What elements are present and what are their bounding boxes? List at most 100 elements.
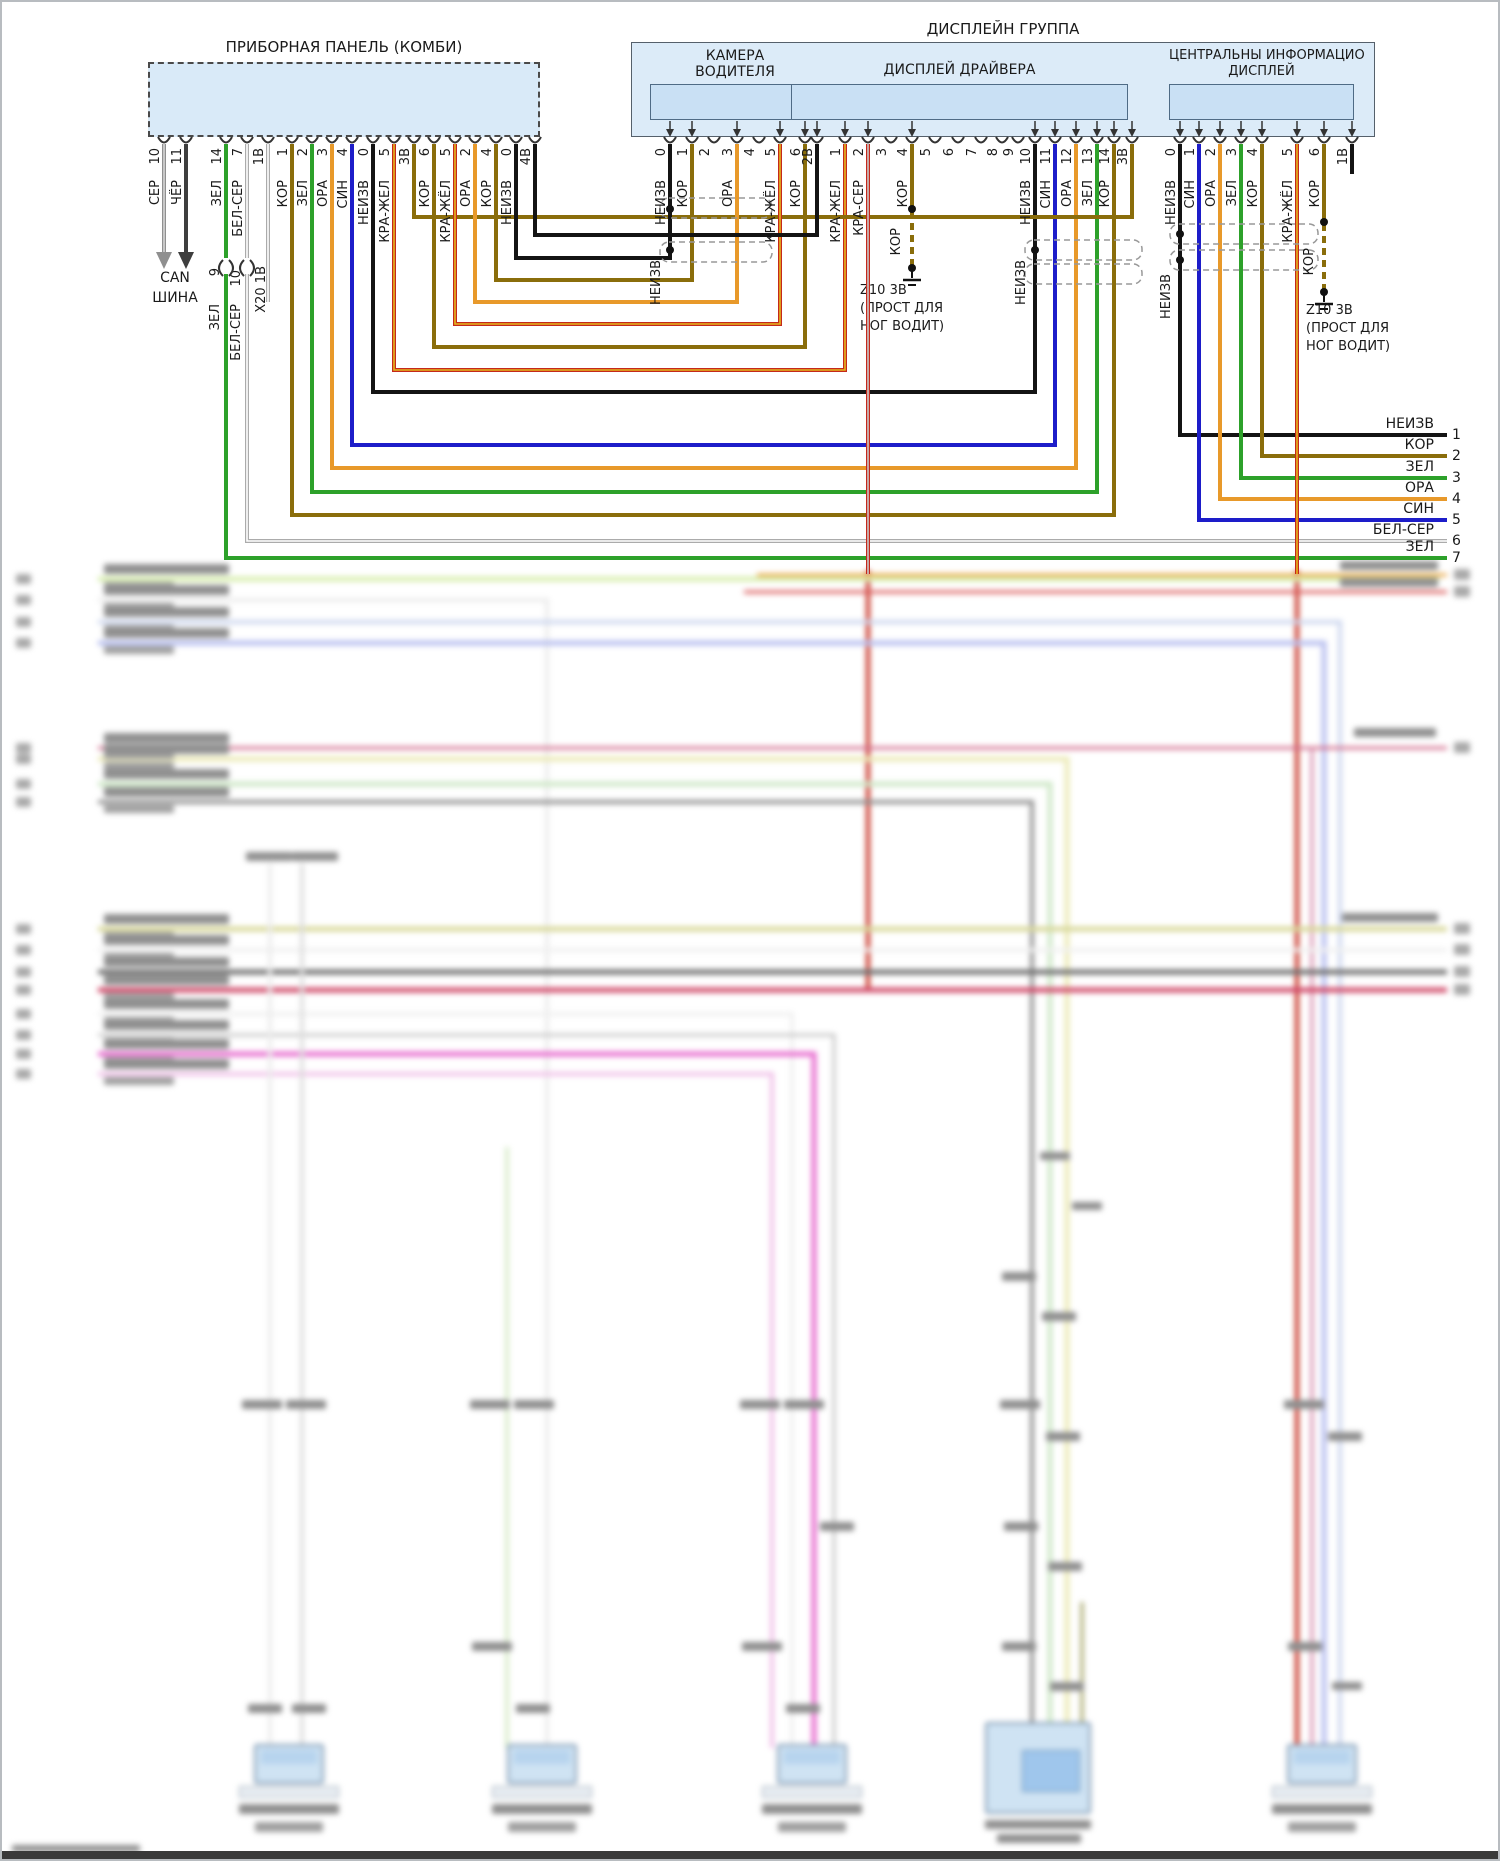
connector-inner [1294,1750,1350,1764]
connector-caption-chip [1288,1822,1356,1832]
exit-wire-label: БЕЛ-СЕР [1372,522,1434,538]
blurred-label-chip [1042,1312,1076,1321]
pin-number: 3В [1116,148,1131,166]
blurred-label-chip [12,1845,140,1852]
row-number-chip [16,743,31,753]
blurred-label-chip [1072,1202,1102,1210]
pin-color-label: ОРА [1060,180,1075,207]
exit-wire-number: 5 [1452,512,1461,528]
pin-arrow-head [801,129,809,137]
blur-wire [98,640,1327,1758]
pin-number: 14 [1098,148,1113,165]
pin-arrow-head [1320,129,1328,137]
row-number-chip [16,1009,31,1019]
exit-wire-number: 4 [1452,491,1461,507]
pin-number: 3В [398,148,413,166]
row-number-chip [16,1049,31,1059]
row-label-chip [104,914,229,924]
connector-inner [514,1750,570,1764]
pin-color-label: КРА-ЖЕЛ [829,180,844,243]
blurred-label-chip [784,1400,824,1409]
pin-arc [995,136,1009,144]
connector-break-right [249,259,255,277]
blurred-label-chip [1040,1152,1070,1160]
pin-color-label: СИН [1039,180,1054,209]
camera-title-line2: ВОДИТЕЛЯ [695,64,775,80]
pin-color-label: ЗЕЛ [1081,180,1096,207]
pin-number: 11 [170,148,185,165]
bottom-border-bar [2,1851,1498,1859]
exit-wire-label: ЗЕЛ [1405,459,1434,475]
pin-color-label: ОРА [316,180,331,207]
exit-wire-number: 1 [1452,427,1461,443]
pin-arc [509,136,523,144]
blur-wire [98,800,1034,1724]
junction-dot [908,205,916,213]
exit-wire-number: 2 [1452,448,1461,464]
exit-wire-label: НЕИЗВ [1385,416,1434,432]
blur-wire [98,756,1070,1724]
instrument-panel-title: ПРИБОРНАЯ ПАНЕЛЬ (КОМБИ) [225,38,463,56]
row-label-chip [104,957,229,967]
pin-color-label: БЕЛ-СЕР [231,180,246,237]
pin-number: 0 [500,148,515,157]
row-label-chip [104,787,229,797]
row-label-chip [104,564,229,574]
can-bus-label-line2: ШИНА [152,290,198,306]
shield-outline [659,241,773,263]
ground-mid-note2: НОГ ВОДИТ) [860,319,945,334]
wire-SIN [350,144,1057,447]
pin-arrow-head [864,129,872,137]
wire-ZEL [310,144,1099,494]
row-number-chip [16,1069,31,1079]
pin-arc [1213,136,1227,144]
ground-mid-id: Z10 3В [860,283,907,298]
row-label-chip [104,733,229,743]
blurred-label-chip [516,1704,550,1713]
pin-color-label: КРА-ЖЁЛ [1281,180,1296,243]
pin-arc [810,136,824,144]
blurred-label-chip [286,1400,326,1409]
pin-number: 0 [1164,148,1179,157]
pin-arc [448,136,462,144]
wire-color-label: НЕИЗВ [649,260,664,305]
pin-number: 6 [1308,148,1323,157]
row-number-chip [16,779,31,789]
blurred-label-chip [1342,913,1438,922]
pin-arc [1192,136,1206,144]
junction-dot [1176,256,1184,264]
blur-wire [98,1012,794,1748]
pin-arrow-head [1176,129,1184,137]
pin-number: 12 [1060,148,1075,165]
can-arrowhead [178,252,194,269]
row-number-chip [16,638,31,648]
pin-arc [489,136,503,144]
exit-wire-number: 3 [1452,470,1461,486]
row-number-chip [16,1030,31,1040]
pin-number: 0 [357,148,372,157]
pin-arc [407,136,421,144]
row-label-chip [104,744,229,754]
exit-wire-label: СИН [1403,501,1434,517]
row-label-chip [104,607,229,617]
connector-base [239,1786,339,1798]
pin-arc [685,136,699,144]
pin-arrow-head [1195,129,1203,137]
blur-wire [98,1072,774,1748]
wire-KOR [412,144,1134,219]
pin-color-label: КОР [1246,180,1261,208]
pin-color-label: КРА-ЖЁЛ [439,180,454,243]
wire-NEI [371,144,1037,394]
blurred-label-chip [470,1400,510,1409]
pin-arc [1234,136,1248,144]
pin-arrow-head [1293,129,1301,137]
row-number-chip [16,945,31,955]
display-group-title: ДИСПЛЕЙН ГРУППА [926,20,1080,38]
wire-core-KRZ [393,144,846,371]
pin-color-label: КОР [418,180,433,208]
blurred-label-chip [472,1642,512,1651]
wire-NEI [514,144,672,260]
pin-number: 4 [743,148,758,157]
wire-KOR [290,144,1116,517]
